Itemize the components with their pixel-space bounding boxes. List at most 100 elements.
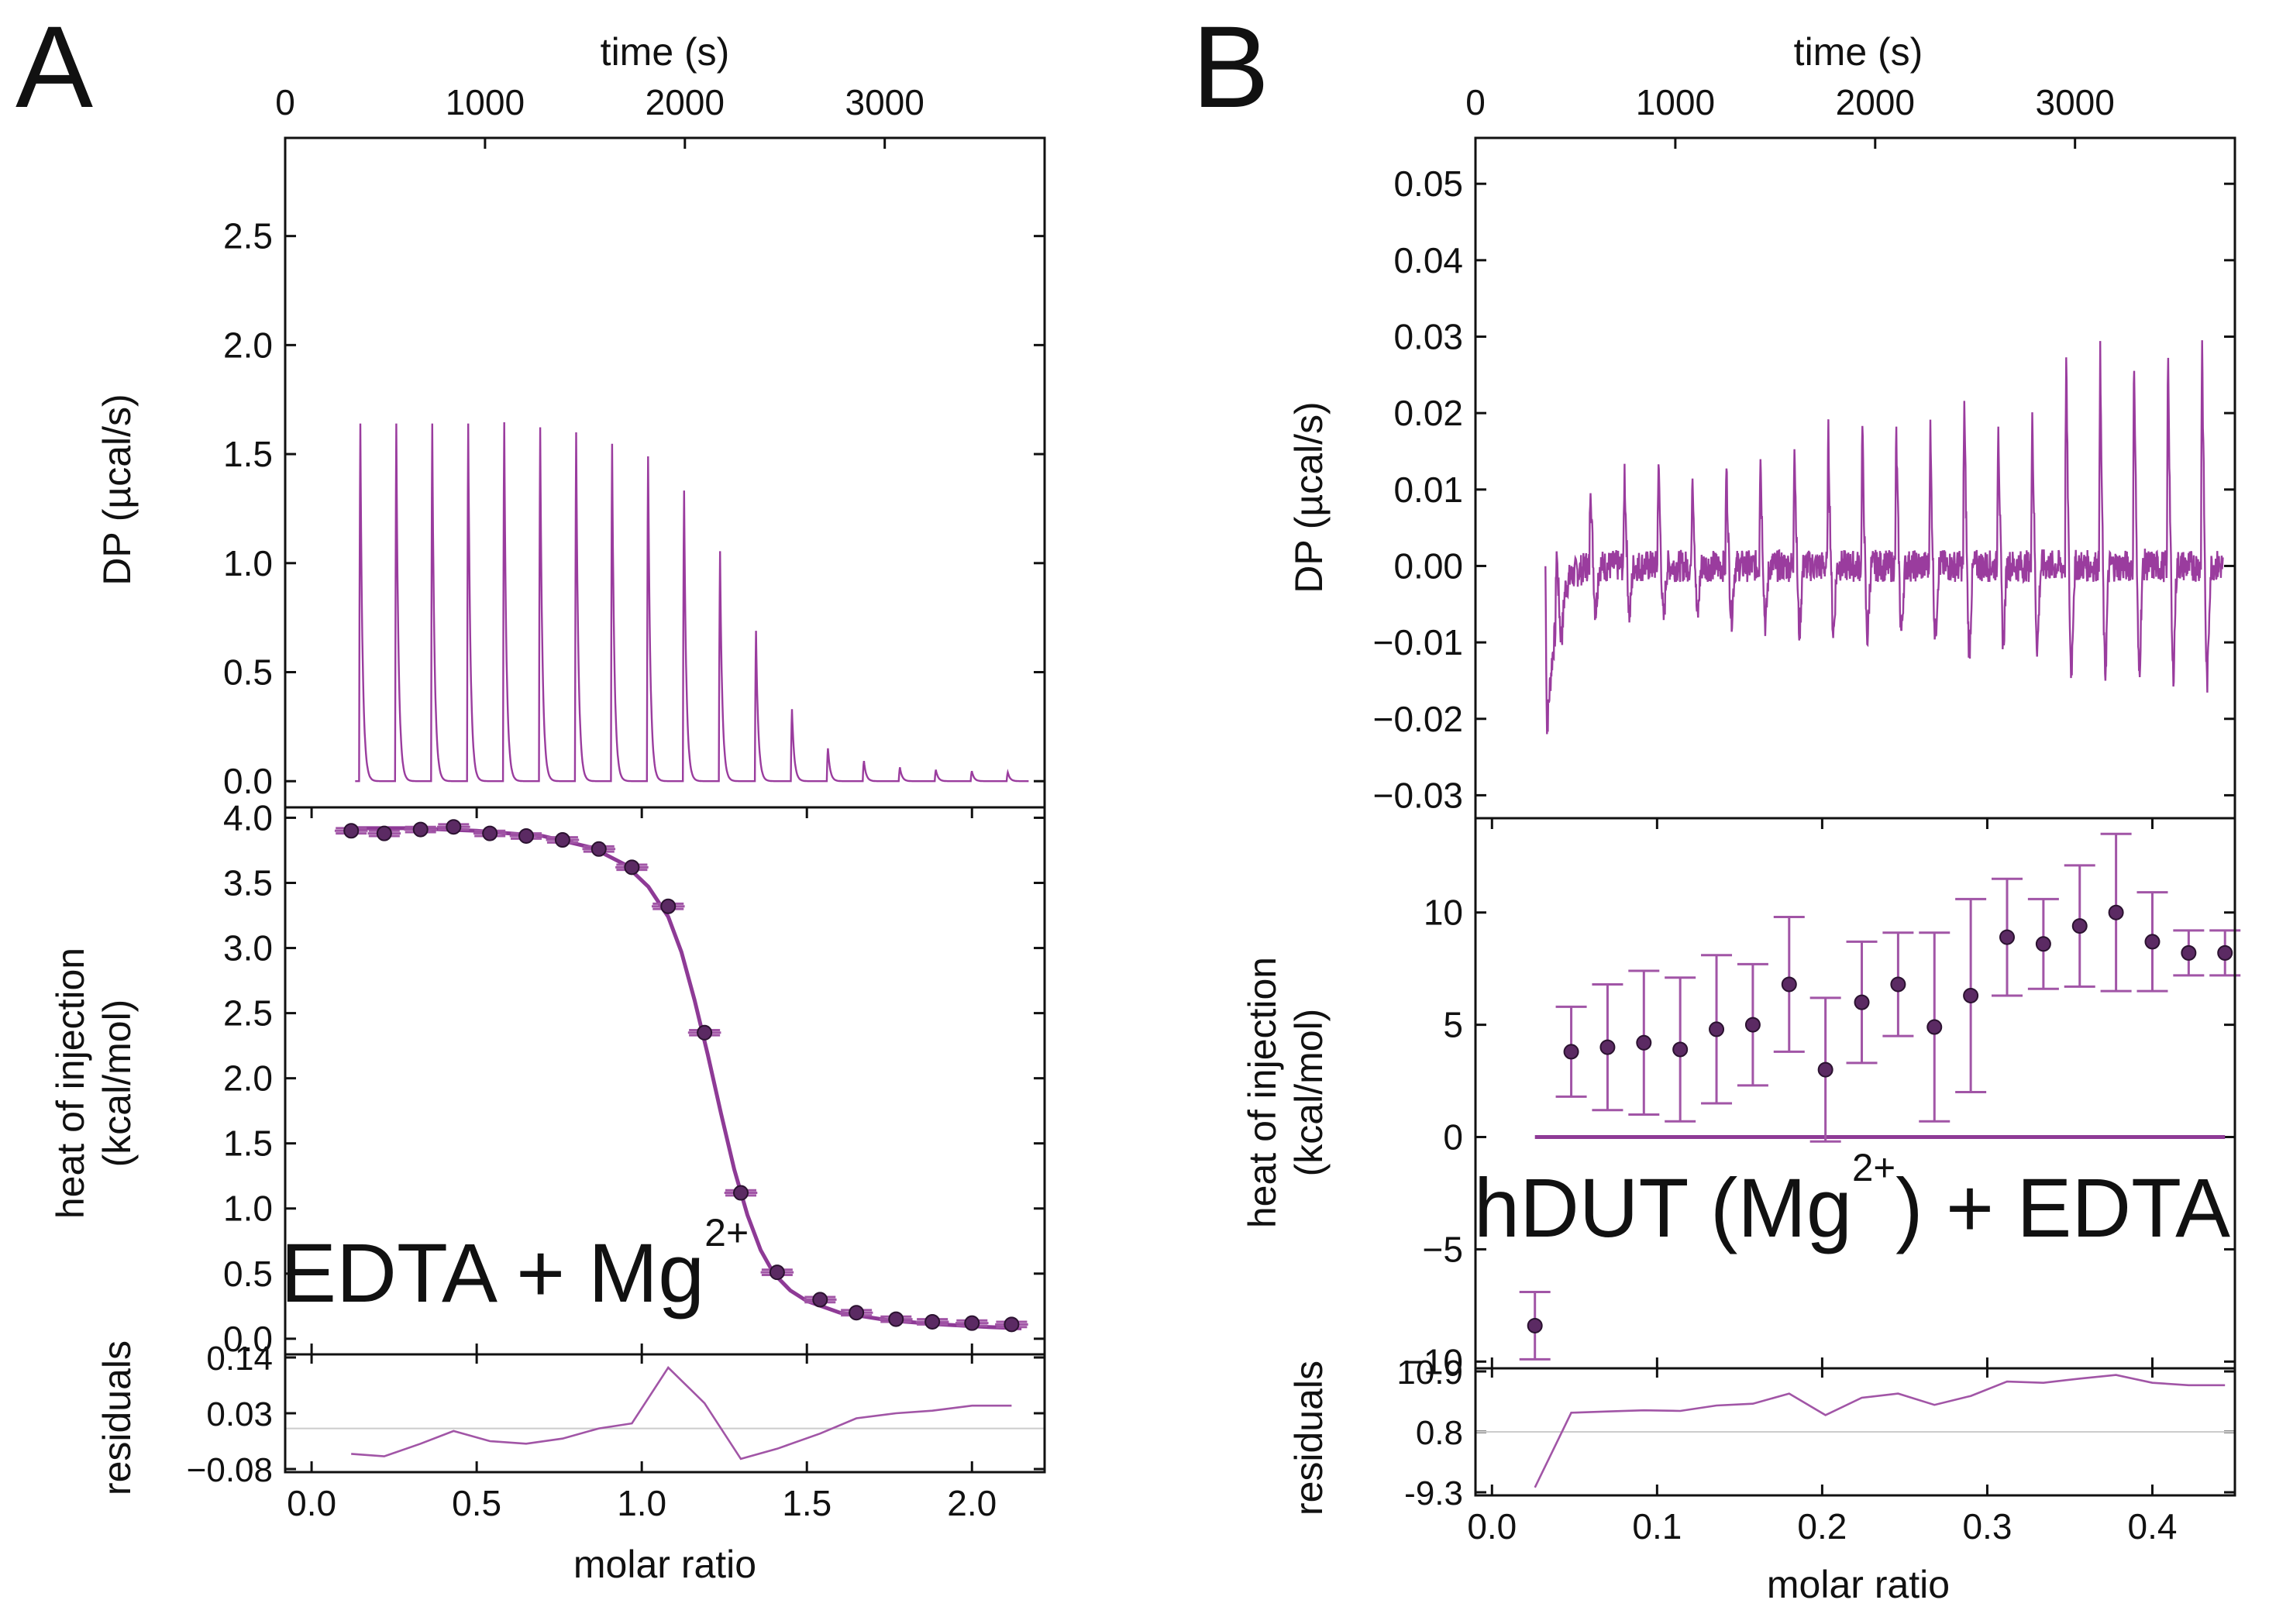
- panel-a-residuals-ylabel: residuals: [95, 1340, 139, 1495]
- panel-b-residuals-xtick-label: 0.2: [1797, 1506, 1847, 1547]
- panel-b-isotherm-marker: [1672, 1041, 1689, 1058]
- panel-a-isotherm-ytick-label: 0.0: [223, 1319, 273, 1359]
- panel-a-isotherm-marker: [482, 825, 498, 841]
- panel-a-xlabel: molar ratio: [573, 1543, 756, 1586]
- panel-b-residuals-xtick-label: 0.0: [1467, 1506, 1517, 1547]
- panel-b-residuals-xtick-label: 0.3: [1962, 1506, 2012, 1547]
- panel-b-isotherm-marker: [1890, 976, 1906, 993]
- panel-b-frame: [1474, 136, 2236, 1497]
- panel-b-sample-label-end: ) + EDTA: [1895, 1161, 2230, 1254]
- panel-b-residuals-ylabel: residuals: [1287, 1361, 1331, 1516]
- panel-b-isotherm-data-point: [2027, 897, 2059, 990]
- panel-b-thermogram-ytick-label: 0.02: [1393, 393, 1463, 433]
- panel-a-isotherm-data-point: [367, 825, 401, 841]
- panel-b-isotherm-marker: [1854, 994, 1870, 1010]
- panel-b-isotherm-data-point: [1992, 877, 2023, 997]
- panel-b-letter: B: [1192, 2, 1269, 132]
- panel-b-isotherm-marker: [2181, 944, 2197, 961]
- panel-b-isotherm-marker: [1527, 1317, 1543, 1333]
- panel-a-thermogram-ytick-label: 2.0: [223, 325, 273, 365]
- panel-b-residuals-ytick-label: -9.3: [1404, 1474, 1463, 1512]
- panel-b-isotherm-data-point: [1809, 996, 1841, 1143]
- panel-a-residuals-ytick-label: −0.08: [187, 1451, 273, 1489]
- panel-b-residuals-xtick-label: 0.1: [1632, 1506, 1682, 1547]
- panel-b-isotherm-marker: [1999, 929, 2015, 945]
- panel-a-isotherm-marker: [446, 819, 462, 835]
- panel-a-isotherm-marker: [343, 823, 360, 839]
- panel-b-isotherm-data-point: [2064, 864, 2095, 988]
- panel-a-isotherm-marker: [924, 1313, 941, 1330]
- panel-a-isotherm-ytick-label: 3.5: [223, 862, 273, 903]
- panel-b-isotherm-marker: [1926, 1019, 1943, 1035]
- panel-b-thermogram-trace: [1544, 340, 2224, 735]
- panel-a-isotherm-marker: [964, 1315, 980, 1331]
- panel-b-sample-label-superscript: 2+: [1852, 1146, 1895, 1189]
- panel-b-isotherm-ytick-label: 5: [1443, 1005, 1463, 1045]
- panel-a-isotherm-marker: [376, 825, 392, 841]
- panel-b-isotherm-marker: [1709, 1021, 1725, 1037]
- panel-a-isotherm-marker: [518, 827, 535, 844]
- panel-b-isotherm-data-point: [1882, 931, 1914, 1037]
- panel-a-letter: A: [15, 2, 93, 132]
- panel-b-isotherm-data-point: [1519, 1290, 1551, 1361]
- panel-a-thermogram-ytick-label: 2.5: [223, 216, 273, 256]
- panel-b-residuals-residual-line: [1534, 1374, 2226, 1488]
- panel-b-isotherm-marker: [1781, 976, 1797, 993]
- panel-b-isotherm-ytick-label: 0: [1443, 1117, 1463, 1158]
- panel-b-isotherm-marker: [1744, 1017, 1761, 1033]
- panel-b-isotherm-marker: [1636, 1034, 1652, 1051]
- panel-a-isotherm-marker: [849, 1305, 865, 1321]
- panel-b-isotherm-data-point: [1773, 916, 1805, 1053]
- panel-b-isotherm-data-point: [1737, 962, 1768, 1087]
- panel-a-isotherm-ytick-label: 3.0: [223, 928, 273, 969]
- panel-a-isotherm-marker: [812, 1292, 828, 1308]
- panel-a-isotherm-data-point: [546, 832, 580, 848]
- panel-b-isotherm-data-point: [2136, 891, 2168, 993]
- panel-b-xlabel: molar ratio: [1767, 1563, 1950, 1606]
- panel-a-sample-label-text: EDTA + Mg: [281, 1226, 704, 1320]
- panel-a-isotherm-data-point: [615, 859, 649, 876]
- panel-a-isotherm-data-point: [803, 1292, 837, 1308]
- panel-a-residuals-ytick-label: 0.14: [206, 1340, 273, 1378]
- panel-a-isotherm-data-point: [473, 825, 507, 841]
- panel-b-thermogram-ytick-label: 0.04: [1393, 240, 1463, 280]
- panel-a: A time (s) DP (µcal/s) heat of injection…: [15, 2, 1046, 1586]
- panel-b-isotherm-data-point: [1555, 1005, 1587, 1098]
- panel-a-heat-ylabel-line1: heat of injection: [49, 948, 92, 1219]
- panel-b-thermogram-ytick-label: 0.03: [1393, 316, 1463, 356]
- panel-b-heat-ylabel-line1: heat of injection: [1241, 957, 1284, 1228]
- panel-b-isotherm-marker: [2217, 944, 2233, 961]
- panel-b-isotherm-marker: [1817, 1061, 1833, 1078]
- panel-b-isotherm: −10 −5 0 5 10: [1403, 818, 2241, 1381]
- panel-a-heat-ylabel-line2: (kcal/mol): [95, 1000, 139, 1168]
- panel-a-thermogram-ytick-label: 0.5: [223, 652, 273, 693]
- panel-a-residuals-xtick-label: 1.0: [617, 1483, 666, 1523]
- panel-a-isotherm-marker: [554, 832, 570, 848]
- panel-a-sample-label-superscript: 2+: [704, 1211, 749, 1254]
- panel-a-isotherm-data-point: [582, 841, 616, 857]
- panel-a-thermogram-xtick-label: 0: [275, 82, 295, 122]
- panel-a-thermogram-ytick-label: 1.5: [223, 434, 273, 474]
- panel-b-isotherm-data-point: [2173, 929, 2205, 977]
- panel-a-isotherm-ytick-label: 1.0: [223, 1189, 273, 1229]
- panel-a-isotherm-data-point: [404, 821, 437, 838]
- panel-a-residuals-xtick-label: 0.5: [452, 1483, 501, 1523]
- panel-a-isotherm-ytick-label: 2.5: [223, 993, 273, 1034]
- panel-b-isotherm-marker: [2035, 936, 2051, 952]
- panel-a-isotherm-data-point: [687, 1024, 721, 1041]
- panel-a-isotherm-data-point: [839, 1305, 873, 1321]
- panel-a-isotherm-marker: [624, 859, 640, 876]
- panel-b-thermogram-xtick-label: 1000: [1636, 82, 1715, 122]
- panel-b-residuals: -9.3 0.8 10.9 0.0 0.1 0.2 0.3 0.4: [1396, 1354, 2235, 1547]
- panel-a-thermogram: 0 1000 2000 3000 0.0 0.5 1.0 1.5 2.0 2.5: [223, 82, 1045, 801]
- panel-a-thermogram-xtick-label: 1000: [446, 82, 525, 122]
- panel-a-thermogram-ytick-label: 1.0: [223, 543, 273, 583]
- panel-a-isotherm-marker: [733, 1185, 749, 1201]
- panel-a-sample-label: EDTA + Mg2+: [281, 1211, 749, 1320]
- panel-b-isotherm-data-point: [1592, 982, 1623, 1112]
- panel-a-thermogram-xtick-label: 3000: [845, 82, 924, 122]
- panel-b-isotherm-marker: [2144, 934, 2161, 950]
- panel-a-frame: [284, 136, 1046, 1474]
- panel-b-isotherm-ytick-label: −10: [1403, 1341, 1463, 1381]
